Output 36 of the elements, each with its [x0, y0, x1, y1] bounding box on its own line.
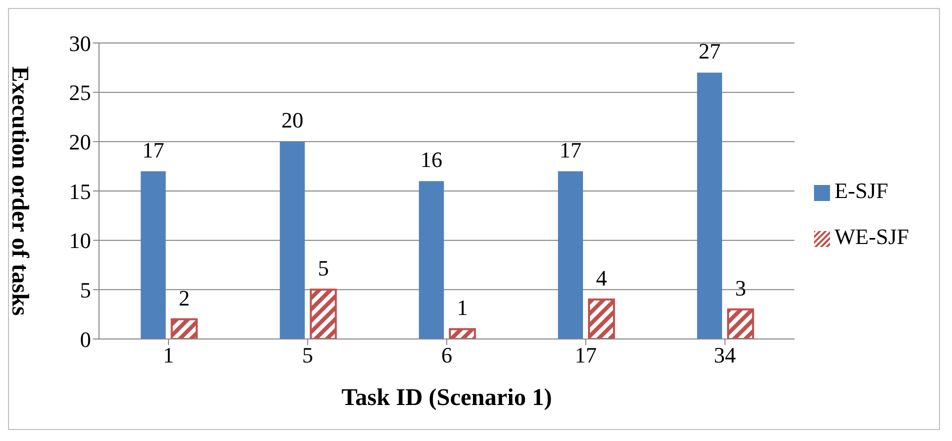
data-label: 4	[596, 266, 607, 291]
bar	[448, 328, 476, 339]
y-tick-label: 5	[80, 277, 91, 302]
x-tick-label: 5	[302, 342, 314, 368]
data-label: 16	[420, 147, 442, 172]
y-tick-label: 25	[69, 80, 91, 106]
bar	[558, 171, 583, 339]
data-label: 1	[456, 295, 468, 320]
y-tick-label: 10	[69, 228, 91, 254]
x-axis-title: Task ID (Scenario 1)	[341, 385, 552, 411]
x-tick-label: 17	[574, 342, 597, 368]
bar	[418, 181, 444, 339]
x-tick-label: 34	[714, 342, 736, 368]
bar	[140, 171, 166, 339]
bar	[727, 308, 754, 339]
bar	[170, 318, 198, 339]
x-tick-label: 6	[441, 342, 452, 368]
data-label: 5	[318, 256, 329, 281]
data-label: 17	[559, 137, 582, 162]
data-label: 17	[142, 137, 164, 162]
legend-label: E-SJF	[834, 178, 888, 203]
legend-label: WE-SJF	[834, 224, 909, 249]
bar	[588, 298, 615, 339]
data-label: 27	[698, 38, 721, 64]
data-label: 20	[281, 108, 304, 133]
x-tick-label: 1	[163, 342, 174, 368]
y-tick-label: 20	[69, 129, 91, 154]
y-tick-label: 15	[69, 178, 91, 204]
bar	[280, 142, 305, 339]
bar	[697, 72, 722, 339]
y-tick-label: 30	[69, 30, 91, 56]
bar	[310, 288, 337, 339]
data-label: 3	[735, 275, 746, 300]
y-tick-label: 0	[80, 326, 91, 352]
y-axis-title: Execution order of tasks	[6, 66, 32, 316]
data-label: 2	[178, 285, 190, 310]
